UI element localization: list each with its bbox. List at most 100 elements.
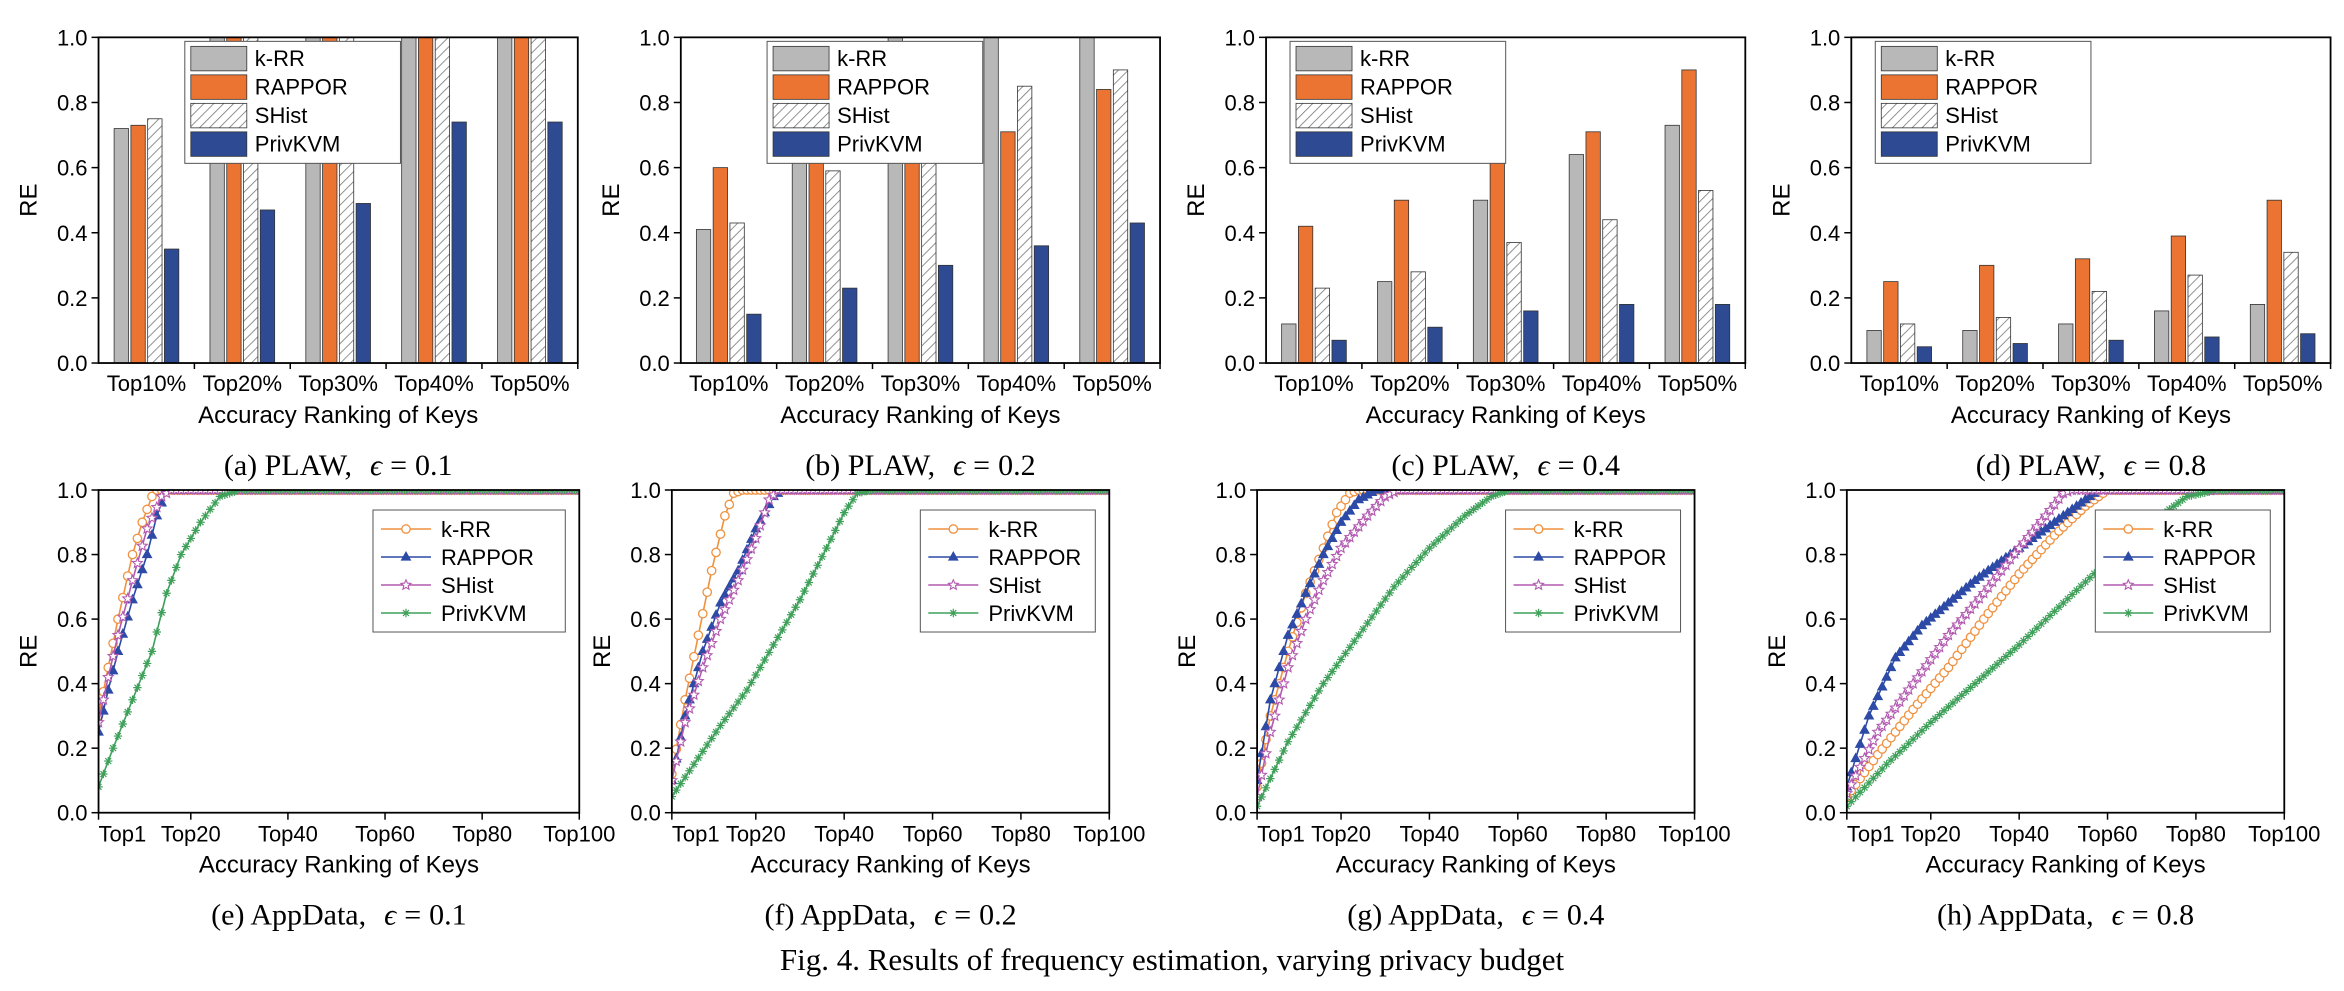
marker-star [705, 636, 718, 649]
epsilon-symbol: ϵ [2124, 449, 2138, 482]
x-tick-label: Top10% [1859, 371, 1939, 396]
epsilon-value: 0.8 [2157, 899, 2195, 932]
legend-label: PrivKVM [988, 601, 1074, 626]
marker-star [1352, 519, 1366, 532]
marker-asterisk [2006, 648, 2015, 657]
bar-k-rr [2154, 310, 2170, 364]
bar-privkvm [2012, 343, 2028, 364]
marker-circle [1331, 507, 1342, 518]
marker-star [1995, 564, 2008, 577]
marker-star [1973, 591, 1986, 604]
marker-asterisk [1394, 577, 1403, 587]
marker-asterisk [1310, 693, 1319, 703]
bar-k-rr [113, 128, 129, 364]
marker-star [2004, 552, 2017, 565]
marker-asterisk [751, 670, 761, 680]
legend-swatch [1295, 74, 1353, 100]
x-tick-label: Top50% [2243, 371, 2323, 396]
marker-asterisk [210, 498, 220, 508]
marker-star [399, 578, 413, 591]
bar-rappor [808, 160, 824, 364]
marker-circle [948, 524, 959, 534]
marker-triangle [1340, 510, 1351, 521]
y-tick-label: 0.6 [57, 607, 88, 632]
x-tick-label: Top10% [107, 371, 187, 396]
bar-k-rr [983, 37, 999, 364]
marker-asterisk [1895, 747, 1905, 756]
marker-asterisk [1851, 792, 1860, 802]
bar-rappor [2266, 199, 2282, 364]
marker-triangle [1348, 499, 1360, 509]
bar-privkvm [259, 209, 276, 364]
marker-star [671, 754, 683, 767]
bar-shist [2187, 274, 2203, 364]
marker-star [674, 735, 687, 748]
marker-star [126, 573, 139, 586]
marker-asterisk [853, 490, 862, 498]
marker-asterisk [1447, 523, 1456, 533]
legend-label: SHist [255, 103, 308, 128]
marker-asterisk [2196, 490, 2205, 498]
marker-star [145, 511, 159, 524]
marker-asterisk [1411, 558, 1421, 567]
subcaption: (b) PLAW, ϵ = 0.2 [805, 449, 1035, 482]
legend-label: PrivKVM [837, 131, 923, 156]
marker-triangle [1326, 532, 1338, 543]
legend-label: SHist [837, 103, 890, 128]
marker-asterisk [1345, 643, 1355, 652]
bar-rappor [1298, 225, 1314, 364]
legend-label: k-RR [255, 46, 305, 71]
marker-circle [693, 630, 704, 641]
marker-asterisk [1935, 710, 1944, 719]
marker-asterisk [1926, 718, 1935, 727]
marker-circle [137, 517, 148, 528]
bar-k-rr [1281, 323, 1297, 364]
marker-asterisk [1491, 490, 1500, 500]
marker-asterisk [1979, 671, 1989, 681]
marker-asterisk [152, 627, 162, 637]
marker-asterisk [2028, 628, 2037, 637]
marker-asterisk [1917, 726, 1927, 735]
marker-star [1981, 580, 1995, 593]
x-axis-label: Accuracy Ranking of Keys [751, 852, 1031, 879]
y-tick-label: 0.0 [1805, 801, 1836, 826]
marker-asterisk [813, 561, 822, 570]
bar-k-rr [2058, 323, 2074, 364]
bars-group [1866, 199, 2316, 364]
marker-star [671, 773, 679, 786]
marker-star [1893, 695, 1907, 708]
marker-triangle [1335, 516, 1347, 526]
marker-triangle [1863, 709, 1875, 720]
marker-star [1942, 628, 1955, 641]
marker-star [2021, 530, 2035, 543]
x-axis-label: Accuracy Ranking of Keys [1366, 402, 1646, 429]
bar-k-rr [1079, 37, 1095, 364]
marker-asterisk [1372, 606, 1381, 616]
y-tick-label: 1.0 [1216, 478, 1247, 503]
figure-caption: Fig. 4. Results of frequency estimation,… [780, 942, 1565, 977]
x-tick-label: Top40 [1399, 822, 1459, 847]
marker-asterisk [1283, 737, 1293, 746]
marker-star [121, 592, 134, 605]
marker-triangle [1533, 550, 1544, 561]
marker-asterisk [181, 542, 191, 551]
y-tick-label: 0.8 [57, 90, 88, 115]
legend-swatch [772, 74, 830, 100]
bar-privkvm [1523, 310, 1539, 364]
marker-asterisk [2124, 608, 2133, 618]
marker-asterisk [2200, 490, 2209, 497]
marker-asterisk [804, 578, 814, 587]
x-axis-label: Accuracy Ranking of Keys [1336, 852, 1616, 879]
y-axis-label: RE [1174, 635, 1201, 668]
legend-label: RAPPOR [837, 74, 930, 99]
marker-triangle [1264, 693, 1276, 704]
marker-circle [1340, 494, 1351, 505]
marker-asterisk [2010, 644, 2019, 653]
marker-triangle [1322, 540, 1334, 551]
marker-asterisk [157, 608, 166, 617]
marker-star [1986, 575, 1999, 588]
marker-star [101, 670, 115, 683]
marker-asterisk [1957, 691, 1966, 700]
y-tick-label: 0.4 [57, 221, 88, 246]
marker-asterisk [795, 595, 805, 604]
